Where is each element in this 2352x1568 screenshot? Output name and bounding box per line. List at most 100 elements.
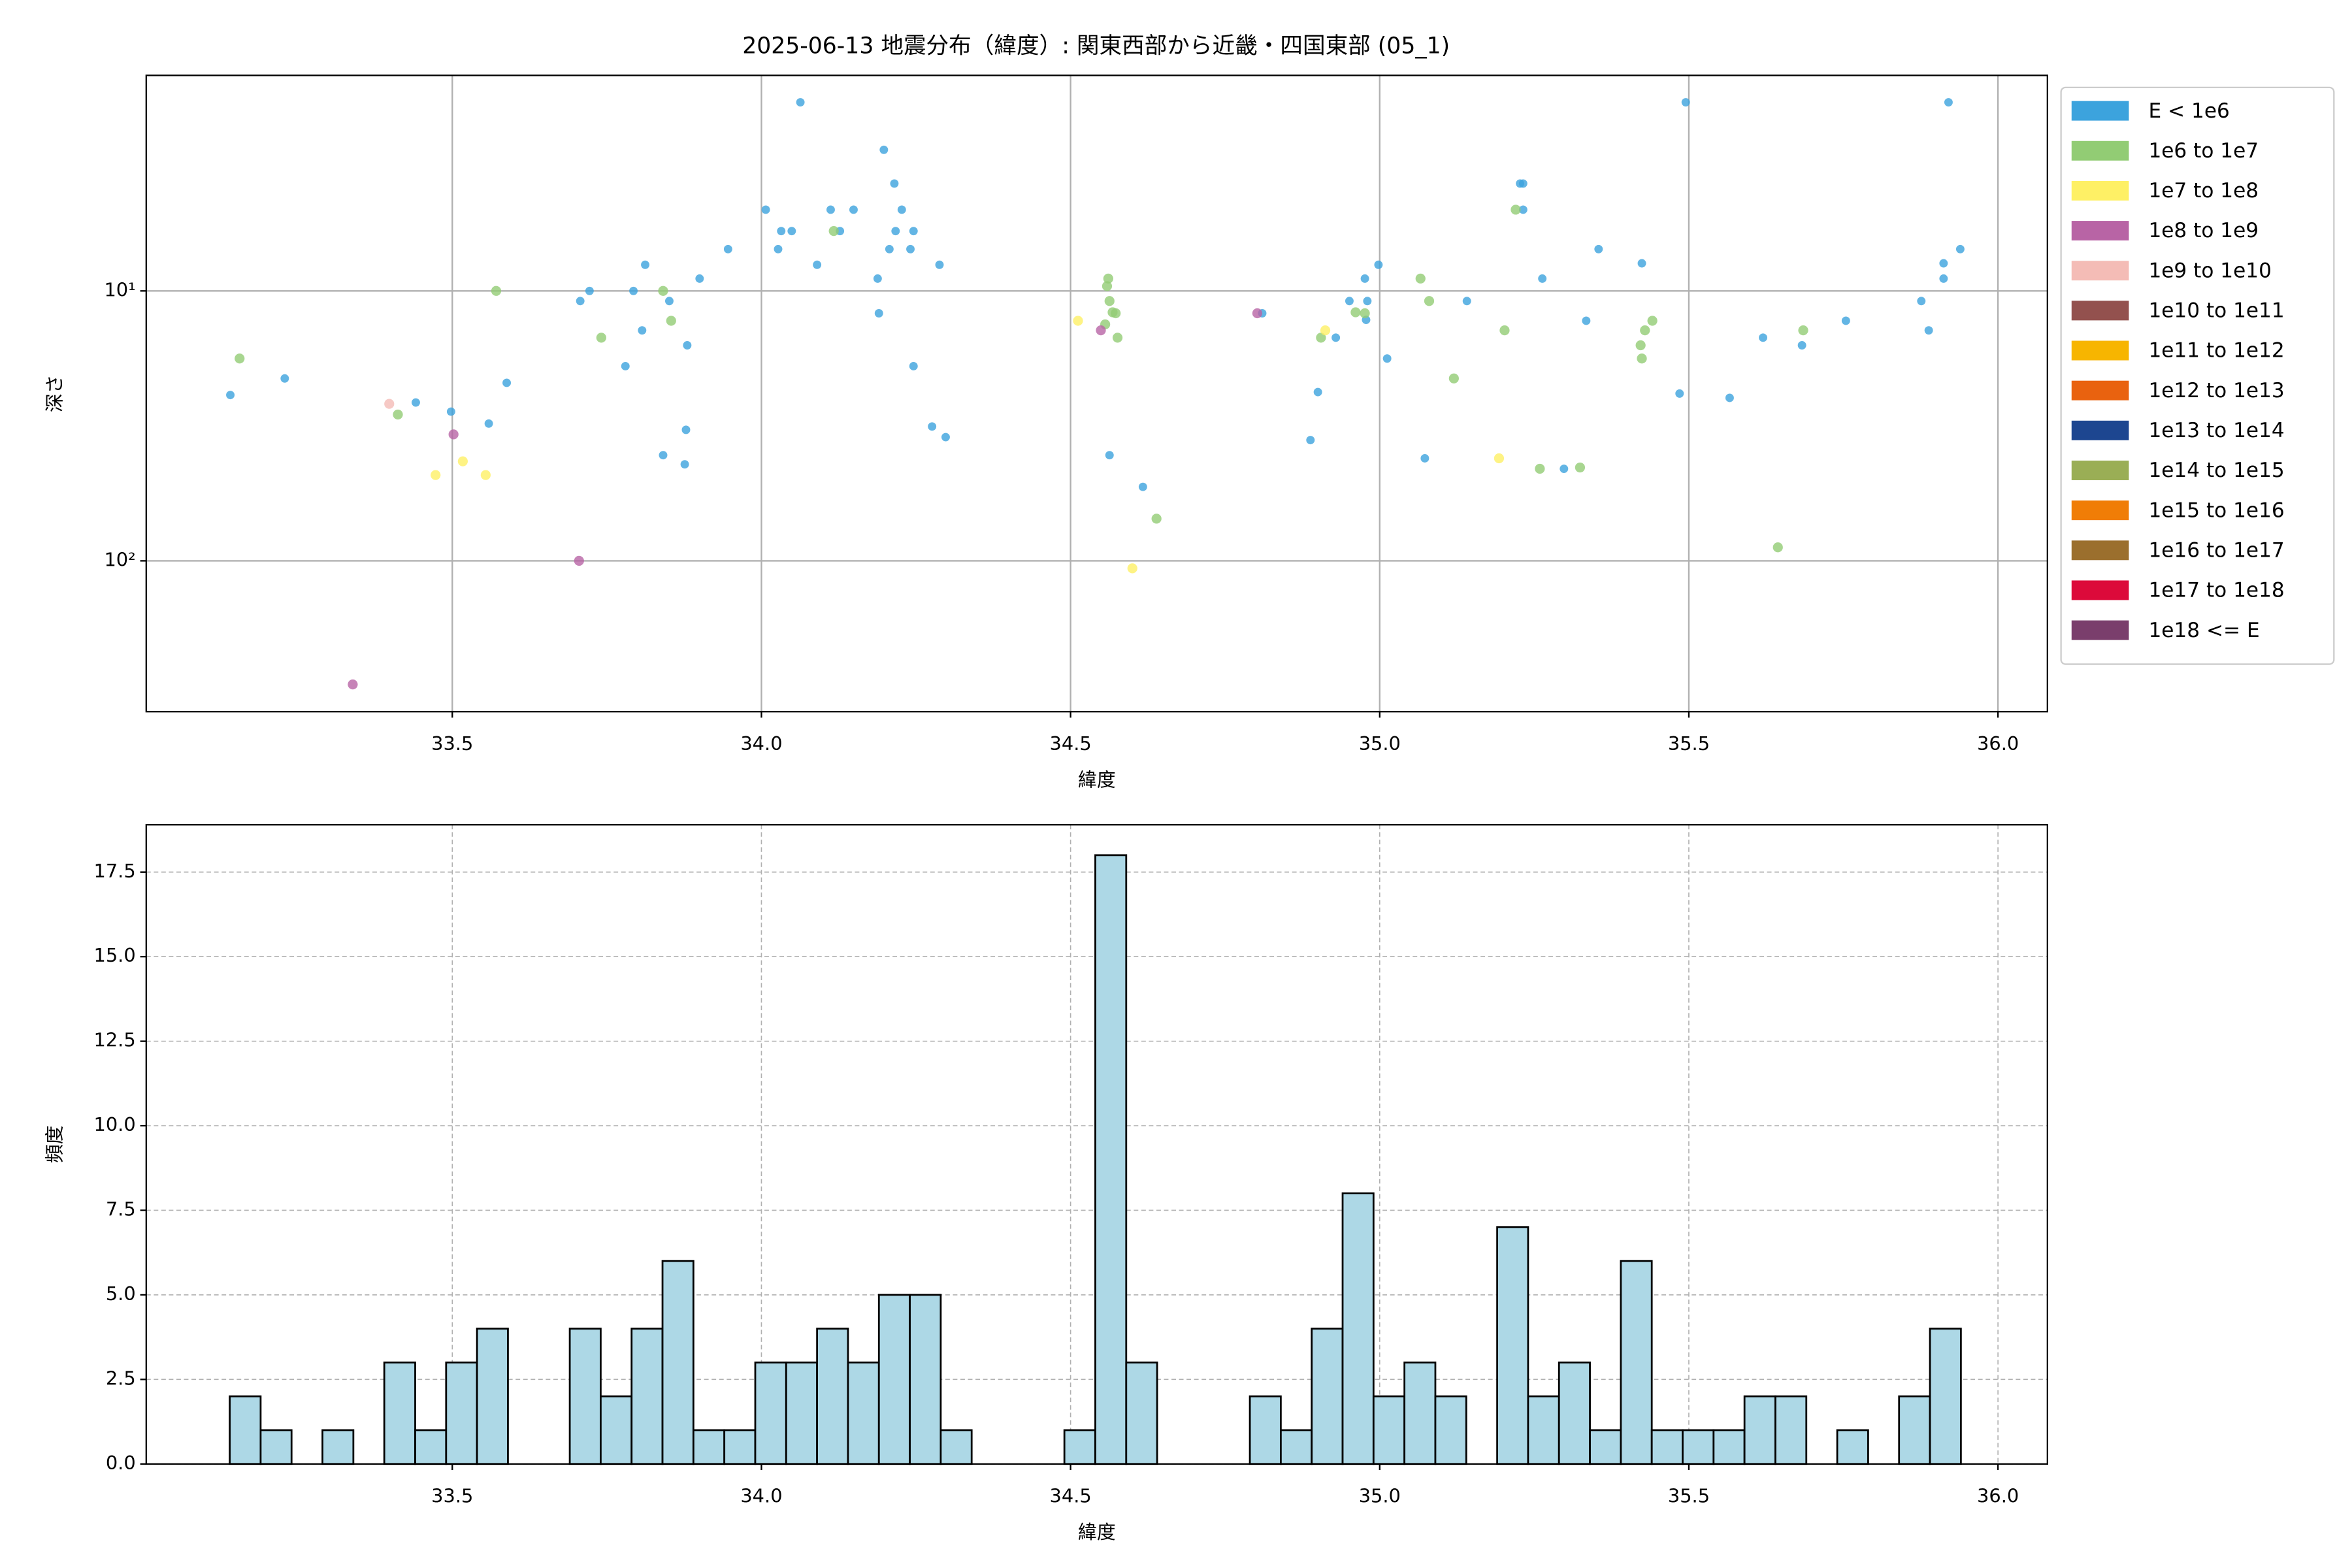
point (1360, 308, 1370, 319)
point (280, 374, 289, 383)
bar (1125, 1362, 1158, 1465)
point (909, 227, 918, 236)
axes-frame (145, 74, 2048, 713)
point (621, 361, 630, 370)
point (787, 227, 796, 236)
legend-swatch (2071, 140, 2129, 161)
axes-frame (145, 824, 2048, 1465)
bar (1589, 1429, 1622, 1465)
point (891, 227, 900, 236)
bar (1311, 1328, 1344, 1465)
point (1448, 373, 1459, 384)
x-axis-label: 緯度 (1078, 768, 1116, 791)
point (411, 398, 420, 407)
point (885, 244, 894, 253)
point (638, 326, 647, 335)
point (641, 260, 650, 269)
point (1772, 542, 1783, 553)
bar (1434, 1395, 1467, 1465)
bar (321, 1429, 355, 1465)
bar (1496, 1226, 1529, 1465)
point (457, 456, 468, 466)
bar (600, 1395, 633, 1465)
bar (568, 1328, 602, 1465)
point (1331, 333, 1341, 342)
point (906, 244, 915, 253)
y-tick-label: 10.0 (93, 1113, 135, 1135)
point (1725, 393, 1734, 402)
legend-label: 1e14 to 1e15 (2148, 459, 2284, 482)
point (1939, 259, 1948, 268)
bar (661, 1260, 694, 1465)
point (576, 297, 585, 306)
legend-label: 1e16 to 1e17 (2148, 538, 2284, 562)
point (1105, 451, 1114, 460)
point (1499, 325, 1510, 336)
bar (754, 1362, 787, 1465)
point (680, 460, 689, 469)
x-tick-label: 33.5 (431, 732, 473, 755)
y-tick-label: 0.0 (106, 1452, 136, 1474)
point (1420, 454, 1429, 463)
legend-label: 1e8 to 1e9 (2148, 219, 2259, 242)
y-tick-label: 15.0 (93, 944, 135, 966)
point (928, 422, 937, 431)
legend-label: E < 1e6 (2148, 99, 2229, 123)
point (1594, 244, 1603, 253)
point (695, 274, 704, 283)
point (874, 309, 883, 318)
legend-swatch (2071, 221, 2129, 241)
legend-label: 1e13 to 1e14 (2148, 419, 2284, 442)
x-tick-label: 34.5 (1050, 732, 1092, 755)
x-tick-label: 35.0 (1359, 732, 1401, 755)
legend-swatch (2071, 620, 2129, 640)
x-tick-label: 35.5 (1668, 1485, 1710, 1507)
legend-swatch (2071, 580, 2129, 600)
bar (1743, 1395, 1776, 1465)
point (235, 353, 245, 364)
bar (229, 1395, 262, 1465)
point (1313, 387, 1322, 397)
point (1635, 340, 1646, 351)
point (1320, 325, 1331, 336)
point (1104, 296, 1115, 306)
bar (1279, 1429, 1313, 1465)
legend-label: 1e9 to 1e10 (2148, 259, 2271, 282)
x-tick-label: 35.5 (1668, 732, 1710, 755)
y-tick-label: 10¹ (104, 278, 135, 301)
bar (847, 1362, 880, 1465)
point (484, 419, 493, 428)
point (502, 378, 512, 387)
point (348, 679, 358, 690)
legend-swatch (2071, 340, 2129, 361)
point (777, 227, 786, 236)
bar (1650, 1429, 1684, 1465)
point (1138, 482, 1147, 491)
point (448, 429, 459, 440)
y-tick-label: 2.5 (106, 1367, 136, 1389)
legend-swatch (2071, 540, 2129, 561)
point (1360, 274, 1369, 283)
legend-swatch (2071, 500, 2129, 521)
bar (630, 1328, 664, 1465)
y-tick-label: 7.5 (106, 1198, 136, 1220)
point (1637, 259, 1646, 268)
point (1073, 316, 1083, 326)
x-tick-label: 36.0 (1977, 732, 2019, 755)
point (1151, 514, 1162, 524)
point (890, 179, 899, 188)
point (585, 286, 594, 295)
point (1797, 341, 1806, 350)
point (849, 205, 858, 214)
point (1462, 297, 1471, 306)
y-axis-label: 深さ (43, 374, 65, 412)
point (1127, 563, 1137, 574)
y-tick-label: 17.5 (93, 860, 135, 882)
point (1640, 325, 1650, 336)
bar (1558, 1362, 1591, 1465)
bar (877, 1294, 911, 1465)
point (1102, 281, 1113, 291)
point (491, 286, 502, 296)
